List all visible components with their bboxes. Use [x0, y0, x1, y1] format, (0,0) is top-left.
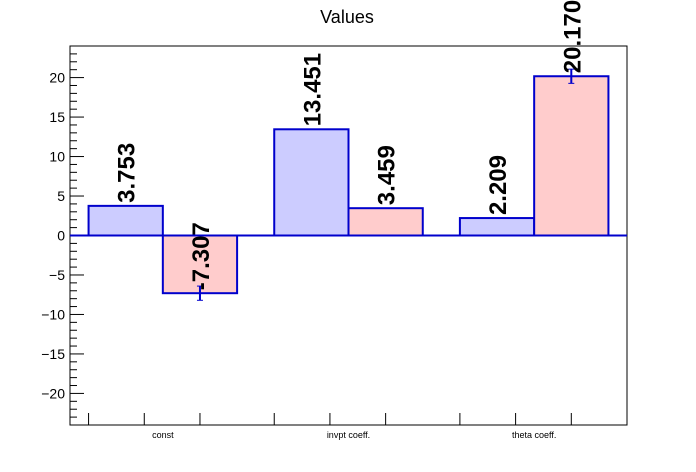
y-tick-label: −15: [41, 346, 65, 362]
y-tick-label: 0: [57, 228, 65, 244]
y-tick-label: 20: [49, 70, 65, 86]
data-label: 3.753: [114, 143, 141, 203]
data-label: 13.451: [299, 53, 326, 126]
y-tick-label: 15: [49, 109, 65, 125]
x-category-label: const: [152, 430, 174, 440]
data-label: 2.209: [485, 155, 512, 215]
x-category-label: invpt coeff.: [327, 430, 370, 440]
x-category-label: theta coeff.: [512, 430, 556, 440]
y-tick-label: 5: [57, 188, 65, 204]
bar: [347, 207, 424, 237]
plot-area: −20 −15 −10 −5 0 5 10 15 20 const invpt coeff. thet…: [41, 0, 628, 440]
bar: [533, 75, 610, 237]
y-tick-label: −20: [41, 385, 65, 401]
bar: [458, 217, 536, 237]
y-tick-label: −5: [49, 267, 65, 283]
y-tick-label: 10: [49, 149, 65, 165]
data-label: -7.307: [188, 222, 215, 290]
y-tick-label: −10: [41, 306, 65, 322]
bar: [273, 128, 350, 237]
bar: [87, 204, 164, 237]
chart-title: Values: [320, 7, 374, 27]
data-label: 3.459: [374, 145, 401, 205]
data-label: 20.170: [559, 0, 586, 73]
